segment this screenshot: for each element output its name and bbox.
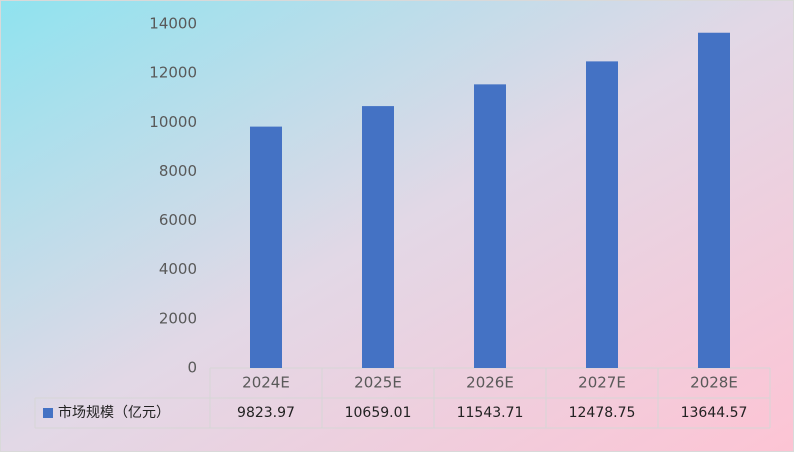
bar: [250, 126, 282, 368]
x-tick-label: 2025E: [354, 374, 402, 392]
y-tick-label: 12000: [149, 64, 197, 82]
table-value: 11543.71: [457, 405, 524, 421]
bar: [362, 106, 394, 368]
legend-swatch: [43, 408, 53, 418]
table-value: 10659.01: [345, 405, 412, 421]
y-tick-label: 0: [187, 359, 197, 377]
x-tick-label: 2024E: [242, 374, 290, 392]
x-tick-label: 2027E: [578, 374, 626, 392]
y-tick-label: 6000: [159, 211, 197, 229]
y-tick-label: 4000: [159, 260, 197, 278]
y-tick-label: 8000: [159, 162, 197, 180]
table-value: 13644.57: [681, 405, 748, 421]
x-tick-label: 2028E: [690, 374, 738, 392]
table-value: 9823.97: [237, 405, 295, 421]
x-tick-label: 2026E: [466, 374, 514, 392]
y-tick-label: 2000: [159, 309, 197, 327]
table-value: 12478.75: [569, 405, 636, 421]
y-tick-label: 14000: [149, 15, 197, 33]
bar: [474, 84, 506, 368]
legend-label: 市场规模（亿元）: [58, 404, 170, 421]
bar: [698, 32, 730, 368]
bar: [586, 61, 618, 369]
y-tick-label: 10000: [149, 113, 197, 131]
